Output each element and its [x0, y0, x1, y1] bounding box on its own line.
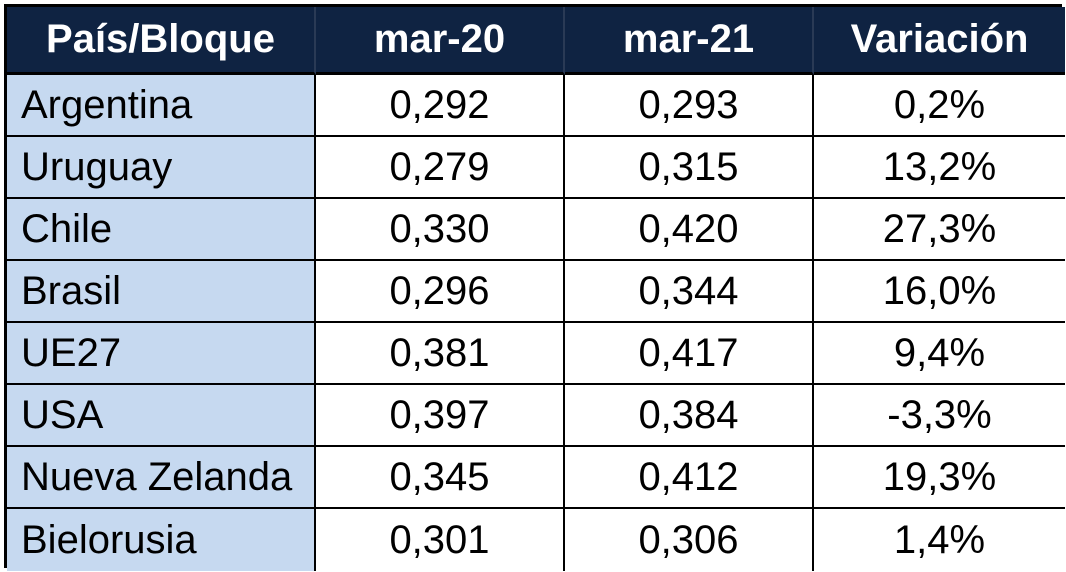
country-cell: Brasil: [7, 261, 316, 323]
data-table: País/Bloque mar-20 mar-21 Variación Arge…: [4, 4, 1065, 571]
variation-cell: 27,3%: [814, 199, 1065, 261]
mar-20-cell: 0,279: [316, 137, 565, 199]
mar-20-cell: 0,292: [316, 75, 565, 137]
mar-20-cell: 0,381: [316, 323, 565, 385]
country-cell: Argentina: [7, 75, 316, 137]
mar-20-cell: 0,296: [316, 261, 565, 323]
country-cell: Uruguay: [7, 137, 316, 199]
mar-21-cell: 0,417: [565, 323, 814, 385]
country-cell: USA: [7, 385, 316, 447]
variation-cell: -3,3%: [814, 385, 1065, 447]
variation-cell: 9,4%: [814, 323, 1065, 385]
mar-20-cell: 0,345: [316, 447, 565, 509]
mar-21-cell: 0,293: [565, 75, 814, 137]
country-cell: Nueva Zelanda: [7, 447, 316, 509]
mar-20-cell: 0,301: [316, 509, 565, 571]
variation-cell: 13,2%: [814, 137, 1065, 199]
mar-21-cell: 0,315: [565, 137, 814, 199]
variation-cell: 0,2%: [814, 75, 1065, 137]
country-cell: Bielorusia: [7, 509, 316, 571]
mar-21-cell: 0,306: [565, 509, 814, 571]
mar-20-cell: 0,330: [316, 199, 565, 261]
variation-cell: 16,0%: [814, 261, 1065, 323]
header-variation: Variación: [814, 7, 1065, 75]
country-cell: Chile: [7, 199, 316, 261]
header-country: País/Bloque: [7, 7, 316, 75]
mar-20-cell: 0,397: [316, 385, 565, 447]
mar-21-cell: 0,412: [565, 447, 814, 509]
header-mar-20: mar-20: [316, 7, 565, 75]
variation-cell: 19,3%: [814, 447, 1065, 509]
variation-cell: 1,4%: [814, 509, 1065, 571]
header-mar-21: mar-21: [565, 7, 814, 75]
country-cell: UE27: [7, 323, 316, 385]
mar-21-cell: 0,420: [565, 199, 814, 261]
mar-21-cell: 0,384: [565, 385, 814, 447]
mar-21-cell: 0,344: [565, 261, 814, 323]
